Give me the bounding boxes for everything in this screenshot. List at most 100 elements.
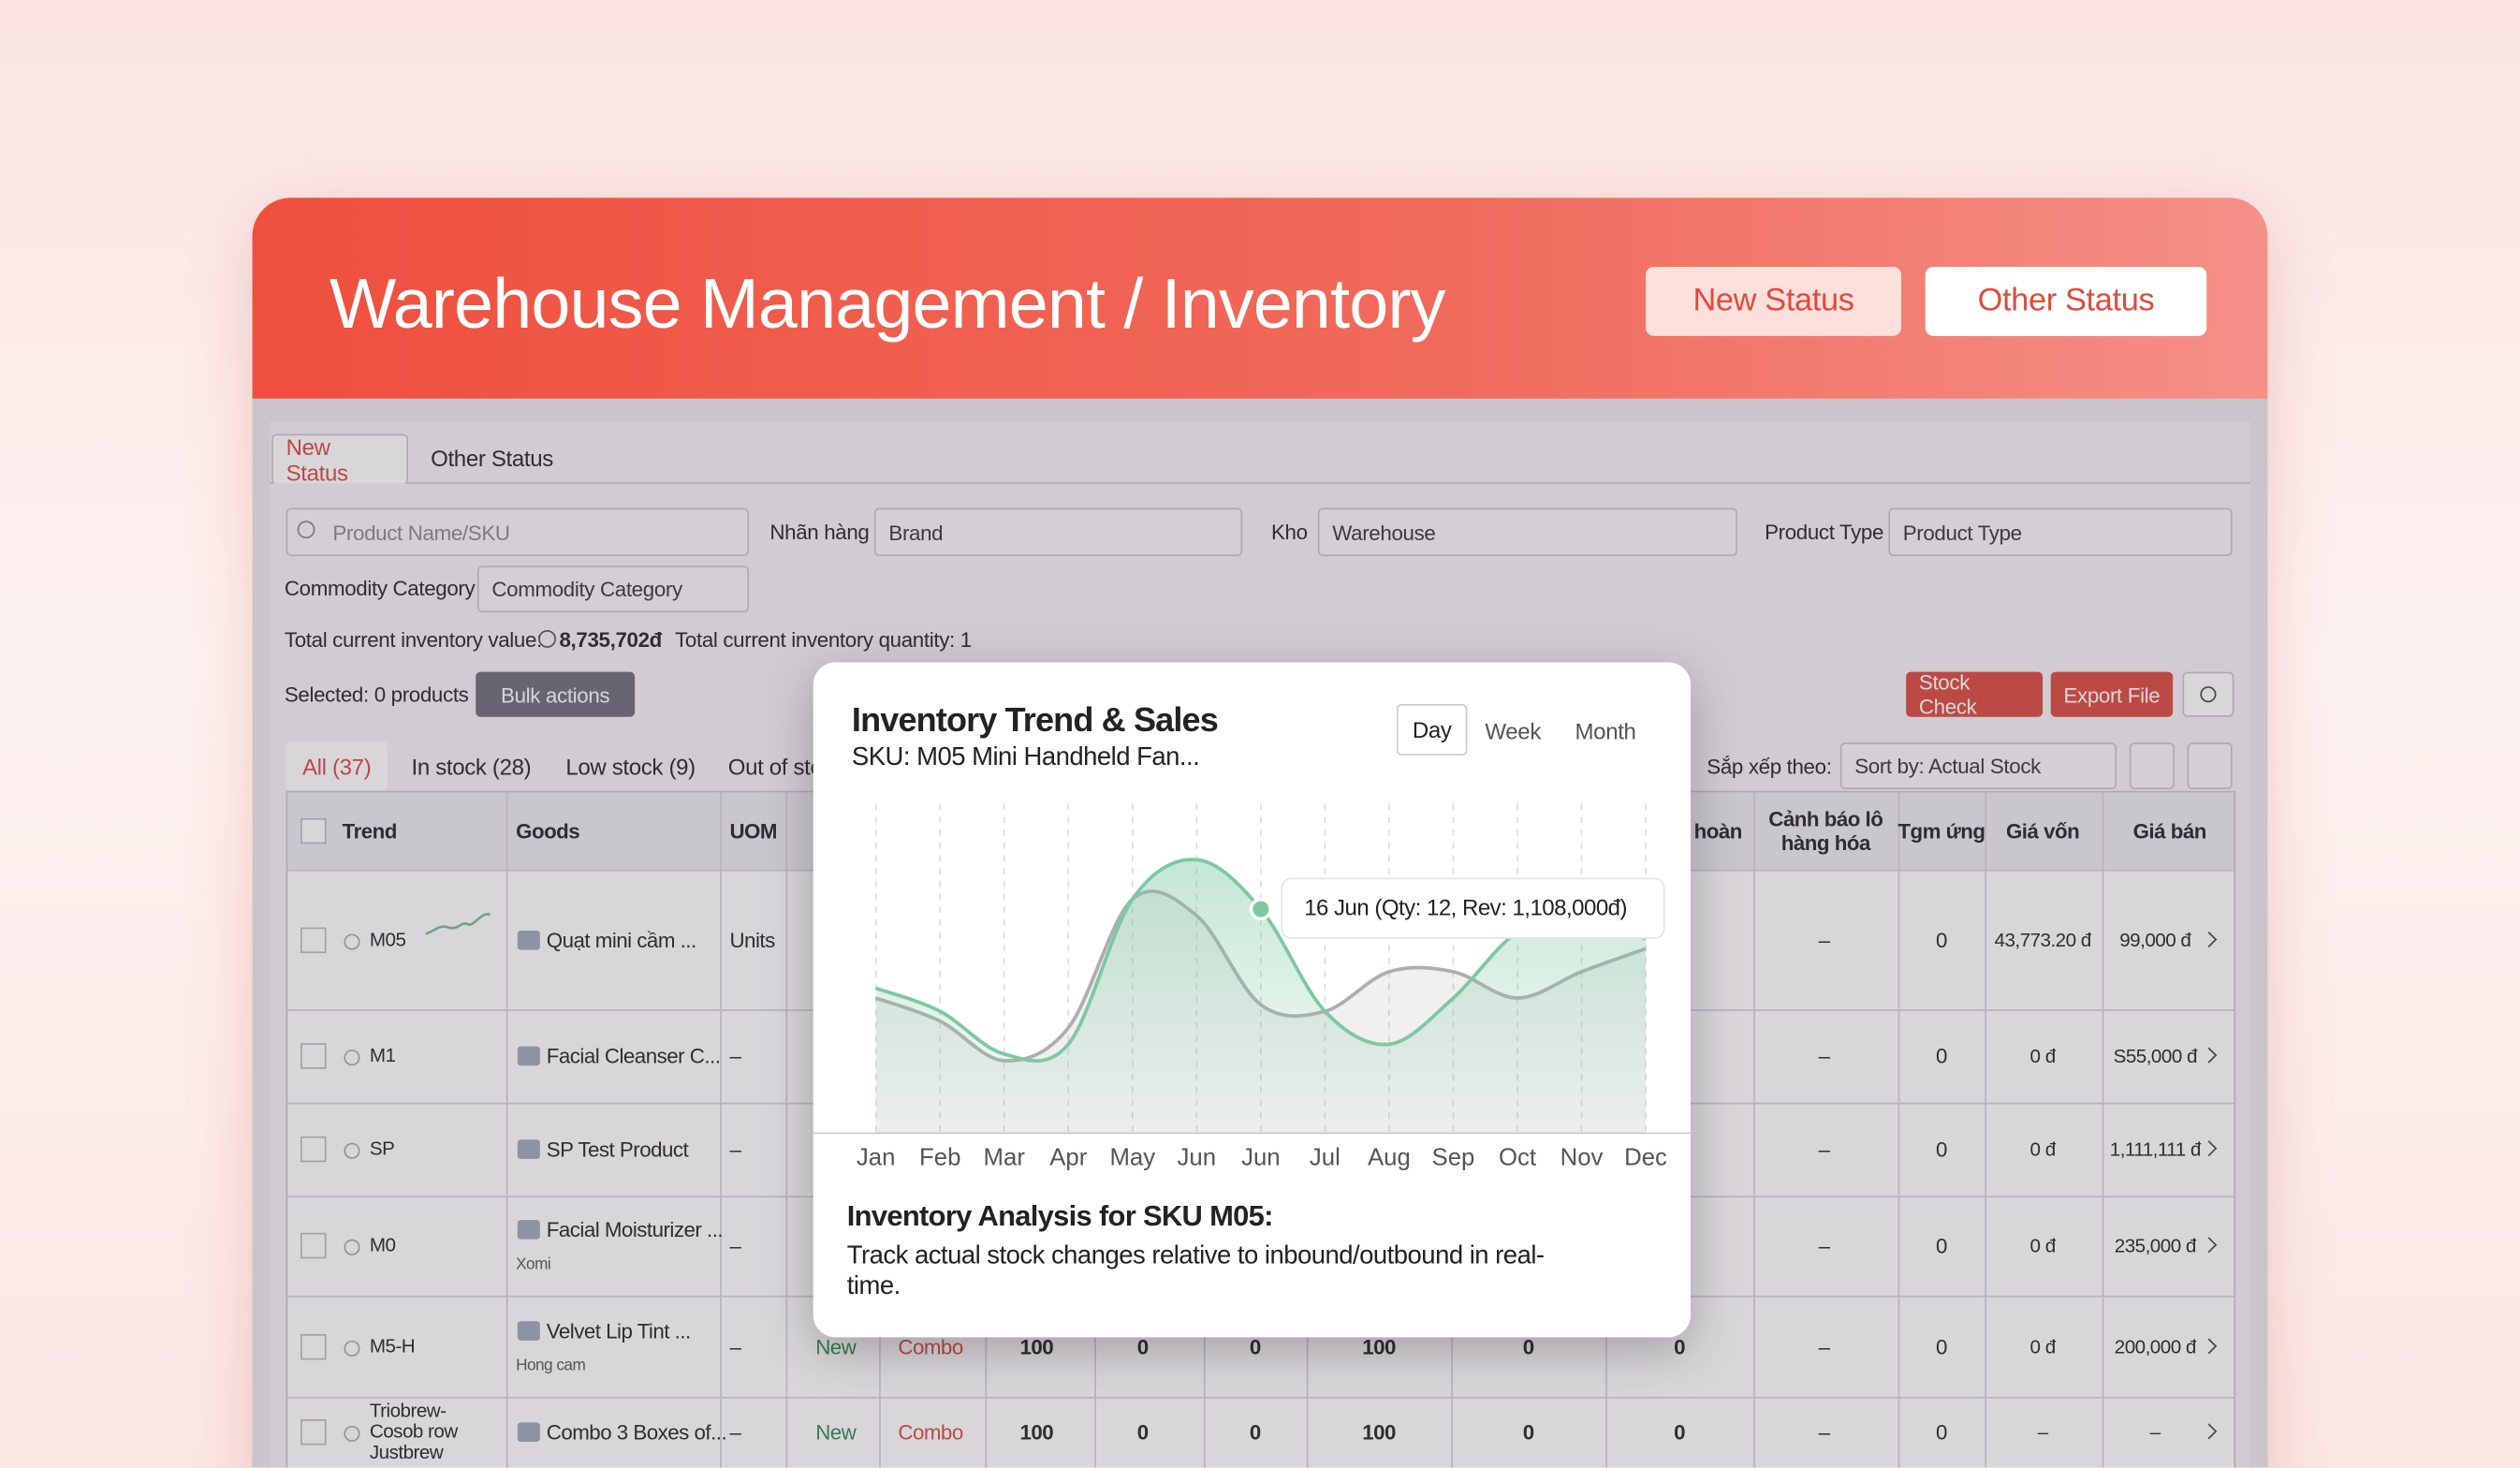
sku: M05 <box>369 927 406 950</box>
cell: New <box>815 1419 857 1445</box>
view-button[interactable] <box>2182 671 2234 717</box>
row-checkbox[interactable] <box>300 1232 327 1259</box>
sku: M5-H <box>369 1333 416 1358</box>
eye-icon <box>2200 686 2217 703</box>
analysis-title: Inventory Analysis for SKU M05: <box>846 1199 1274 1232</box>
column-header: Giá vốn <box>2005 818 2080 844</box>
filter-label: Kho <box>1271 520 1308 545</box>
cell: 0 <box>1522 1333 1534 1358</box>
product-type-select[interactable]: Product Type <box>1888 507 2233 557</box>
header-button[interactable]: New Status <box>1646 266 1902 336</box>
sort-label: Sắp xếp theo: <box>1707 755 1832 779</box>
row-checkbox[interactable] <box>300 1418 327 1446</box>
header-button[interactable]: Other Status <box>1925 266 2207 336</box>
x-tick-label: Jan <box>857 1145 896 1171</box>
sort-select[interactable]: Sort by: Actual Stock <box>1839 742 2117 789</box>
column-divider <box>1985 792 1987 1468</box>
row-checkbox[interactable] <box>300 1333 327 1359</box>
uom: Units <box>729 927 775 952</box>
cell: 0 <box>1136 1419 1149 1445</box>
sale-price: 1,111,111 đ <box>2109 1138 2202 1161</box>
column-header: hoàn <box>1693 818 1743 844</box>
selected-count: Selected: 0 products <box>284 682 469 707</box>
popup-title: Inventory Trend & Sales <box>851 702 1219 740</box>
stock-check-button[interactable]: Stock Check <box>1906 670 2044 718</box>
row-checkbox[interactable] <box>300 1136 327 1163</box>
uom: – <box>729 1137 741 1162</box>
area <box>875 859 1647 1134</box>
cell: 100 <box>1019 1333 1054 1358</box>
goods-sub: Hong cam <box>516 1357 586 1374</box>
tgm: 0 <box>1935 927 1947 952</box>
column-divider <box>1897 792 1900 1468</box>
goods: Facial Moisturizer ... <box>546 1217 724 1242</box>
bulk-actions[interactable]: Bulk actions <box>476 671 636 717</box>
cell: 100 <box>1362 1333 1396 1358</box>
summary-quantity: Total current inventory quantity: 1 <box>675 627 972 653</box>
tab[interactable]: Other Status <box>431 445 553 472</box>
stock-warning: – <box>1818 1419 1830 1445</box>
goods-thumb <box>517 1422 540 1443</box>
x-tick-label: Mar <box>984 1145 1026 1171</box>
stock-warning: – <box>1818 1333 1830 1358</box>
period-button[interactable]: Week <box>1485 718 1541 744</box>
column-divider <box>785 792 788 1468</box>
sort-button[interactable] <box>2187 742 2233 789</box>
column-header: Giá bán <box>2132 818 2207 844</box>
cell: Combo <box>898 1419 963 1445</box>
search-input[interactable]: Product Name/SKU <box>286 507 750 557</box>
sort-button[interactable] <box>2129 742 2175 789</box>
x-tick-label: Dec <box>1624 1145 1667 1171</box>
x-tick-label: Oct <box>1499 1145 1536 1171</box>
column-header: Goods <box>516 818 580 844</box>
tgm: 0 <box>1935 1419 1947 1445</box>
cell: 0 <box>1136 1333 1149 1358</box>
row-checkbox[interactable] <box>300 1043 327 1069</box>
coin-icon <box>538 630 557 648</box>
filter-label: Commodity Category <box>284 576 476 601</box>
period-button[interactable]: Month <box>1575 718 1636 744</box>
sku-icon <box>344 932 360 949</box>
header-checkbox[interactable] <box>300 817 327 844</box>
goods-thumb <box>517 1046 540 1066</box>
status-tab[interactable]: In stock (28) <box>411 754 532 780</box>
cost-price: 0 đ <box>2029 1334 2057 1358</box>
tab[interactable]: New Status <box>271 433 409 485</box>
warehouse-select[interactable]: Warehouse <box>1317 507 1737 557</box>
column-divider <box>505 792 508 1468</box>
sku-icon <box>344 1239 360 1255</box>
goods: Velvet Lip Tint ... <box>546 1317 691 1343</box>
sparkline <box>425 913 491 935</box>
x-tick-label: Jun <box>1178 1145 1217 1171</box>
uom: – <box>729 1233 741 1258</box>
tgm: 0 <box>1935 1233 1947 1258</box>
stock-warning: – <box>1818 1137 1830 1162</box>
brand-select[interactable]: Brand <box>873 507 1243 557</box>
stock-warning: – <box>1818 1044 1830 1068</box>
cost-price: 0 đ <box>2029 1044 2057 1067</box>
status-tab[interactable]: Out of sto <box>727 754 823 780</box>
status-tab[interactable]: All (37) <box>286 741 388 791</box>
goods: Facial Cleanser C... <box>546 1044 721 1068</box>
uom: – <box>729 1333 741 1358</box>
analysis-text: Track actual stock changes relative to i… <box>846 1242 1545 1300</box>
period-button[interactable]: Day <box>1396 703 1468 756</box>
status-tab[interactable]: Low stock (9) <box>565 754 696 780</box>
sku-icon <box>344 1050 360 1066</box>
sku-icon <box>344 1425 360 1443</box>
category-select[interactable]: Commodity Category <box>476 565 750 613</box>
row-checkbox[interactable] <box>300 926 327 953</box>
goods: Combo 3 Boxes of... <box>546 1419 727 1445</box>
sku: Triobrew-Cosob row Justbrew <box>369 1399 458 1464</box>
summary-label: Total current inventory value: <box>284 627 542 653</box>
goods-thumb <box>517 1320 540 1340</box>
column-header: Trend <box>342 818 398 844</box>
column-header: Cảnh báo lô hàng hóa <box>1768 806 1883 856</box>
uom: – <box>729 1419 741 1445</box>
x-tick-label: Apr <box>1049 1145 1087 1171</box>
column-divider <box>1753 792 1755 1468</box>
column-divider <box>2102 792 2104 1468</box>
export-button[interactable]: Export File <box>2050 671 2174 717</box>
sale-price: S55,000 đ <box>2113 1044 2198 1067</box>
